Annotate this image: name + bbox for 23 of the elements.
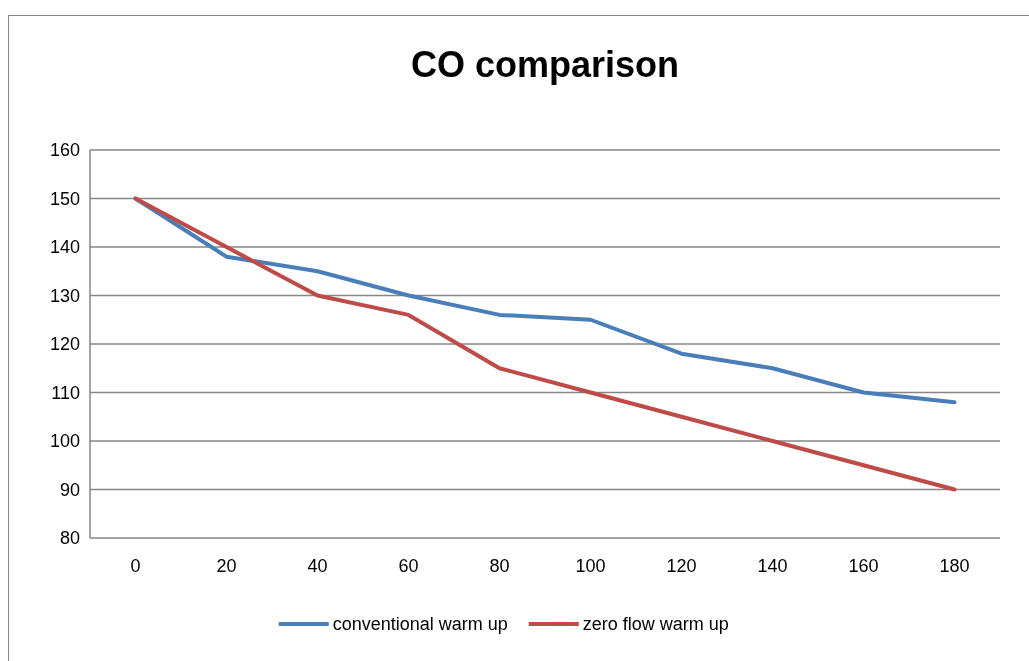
- y-tick-label: 80: [59, 528, 80, 548]
- x-tick-label: 80: [489, 556, 510, 576]
- x-tick-label: 40: [307, 556, 328, 576]
- y-tick-label: 150: [49, 188, 80, 209]
- y-tick-label: 100: [49, 431, 80, 451]
- chart-title: CO comparison: [410, 44, 680, 85]
- y-tick-label: 120: [49, 334, 80, 354]
- x-tick-label: 180: [939, 556, 970, 576]
- x-tick-label: 160: [848, 556, 879, 576]
- legend-label: conventional warm up: [332, 614, 508, 634]
- line-series: [133, 196, 957, 492]
- y-tick-label: 90: [59, 479, 80, 500]
- x-tick-label: 100: [575, 556, 606, 576]
- legend-label: zero flow warm up: [582, 614, 729, 634]
- y-tick-label: 160: [49, 140, 80, 160]
- x-tick-label: 0: [130, 556, 141, 576]
- y-tick-label: 110: [51, 382, 80, 403]
- x-tick-label: 140: [757, 556, 788, 576]
- x-tick-label: 20: [216, 556, 237, 576]
- x-tick-label: 120: [666, 556, 697, 576]
- x-tick-label: 60: [398, 556, 419, 576]
- y-tick-label: 130: [49, 285, 80, 306]
- y-tick-label: 140: [49, 237, 80, 257]
